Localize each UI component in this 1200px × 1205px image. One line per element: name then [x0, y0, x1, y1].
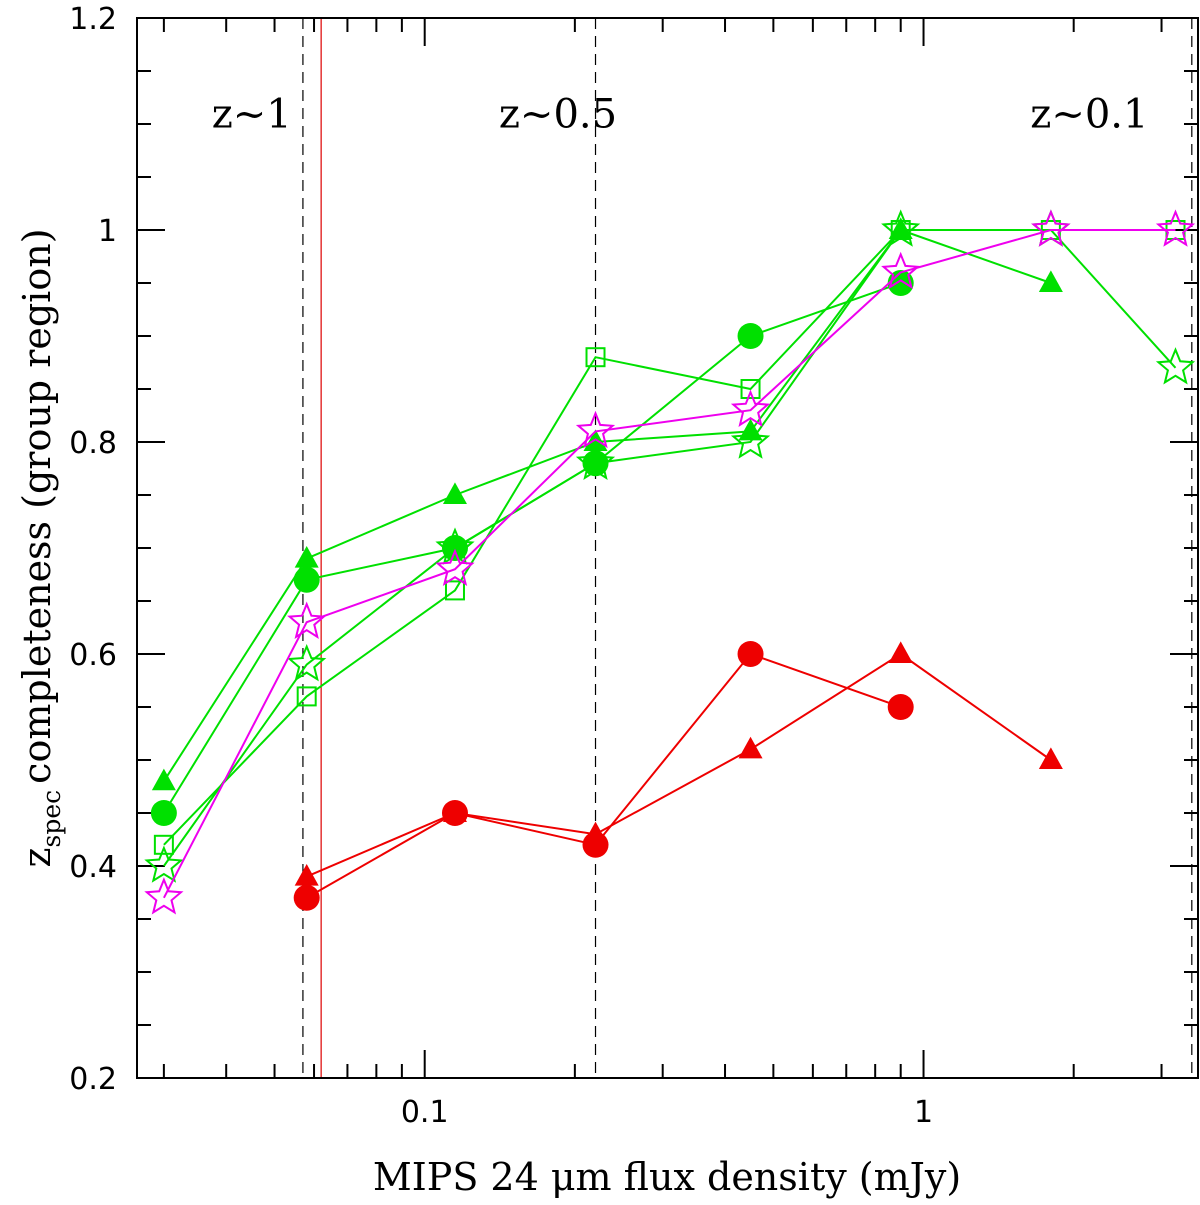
data-point-star	[730, 389, 771, 427]
data-point-star	[575, 442, 616, 480]
svg-text:zspeccompleteness (group regio: zspec completeness (group region)	[15, 228, 66, 867]
series-4	[144, 209, 1196, 915]
data-point-triangle	[442, 482, 467, 504]
data-point-circle	[737, 323, 764, 349]
data-point-triangle	[1038, 747, 1063, 769]
series-line	[306, 652, 902, 899]
series-3	[144, 209, 1196, 883]
y-axis-title-sub: spec	[37, 790, 66, 848]
y-tick-label: 0.4	[69, 850, 117, 885]
data-point-star	[1155, 209, 1196, 247]
series-0	[150, 270, 914, 826]
data-point-triangle	[442, 800, 467, 822]
data-point-triangle	[151, 768, 176, 791]
plot-frame	[136, 17, 1199, 1079]
data-point-circle	[737, 641, 764, 667]
data-point-triangle	[1038, 270, 1063, 292]
data-point-star	[1031, 209, 1071, 247]
data-point-square	[444, 580, 465, 601]
annotations: z~1 z~0.5 z~0.1	[212, 91, 1149, 137]
data-point-circle	[150, 800, 177, 826]
data-point-square	[153, 834, 174, 855]
redshift-annotation: z~1	[212, 91, 292, 137]
series-line	[163, 282, 902, 814]
data-point-circle	[293, 884, 320, 911]
redshift-annotation: z~0.1	[1030, 91, 1148, 137]
data-point-square	[740, 379, 761, 399]
y-axis-title: zspec completeness (group region)	[15, 228, 66, 867]
data-point-star	[575, 410, 616, 449]
data-point-square	[585, 347, 606, 368]
data-point-star	[287, 643, 327, 682]
y-axis-title-z: z	[15, 847, 59, 867]
y-axis-title-main: completeness (group region)	[15, 228, 59, 783]
data-point-triangle	[294, 864, 319, 886]
series-5	[293, 641, 914, 911]
axis-ticks	[137, 17, 1198, 1079]
y-tick-label: 0.2	[69, 1062, 117, 1097]
data-point-star	[144, 877, 184, 915]
x-tick-label: 0.1	[401, 1095, 449, 1130]
y-tick-label: 0.6	[69, 638, 117, 673]
y-tick-label: 1.2	[69, 2, 117, 37]
series-line	[163, 229, 1176, 899]
x-tick-label: 1	[914, 1095, 933, 1130]
data-point-star	[1155, 347, 1196, 385]
data-point-star	[144, 845, 184, 883]
x-axis-title: MIPS 24 μm flux density (mJy)	[373, 1155, 961, 1199]
y-tick-label: 0.8	[69, 426, 117, 461]
data-point-circle	[887, 694, 914, 720]
data-point-circle	[293, 566, 320, 593]
data-point-star	[881, 209, 921, 247]
data-point-star	[730, 421, 771, 459]
series-2	[153, 220, 1186, 855]
data-point-star	[881, 251, 921, 290]
series-line	[306, 652, 1052, 878]
data-point-circle	[887, 270, 914, 296]
data-point-triangle	[888, 641, 913, 663]
reference-lines	[302, 18, 1193, 1078]
data-point-triangle	[294, 546, 319, 568]
data-point-square	[296, 686, 317, 707]
data-point-triangle	[583, 821, 608, 844]
data-point-star	[287, 601, 327, 639]
data-point-star	[435, 527, 475, 565]
tick-labels: 0.1 1 0.2 0.4 0.6 0.8 1 1.2	[69, 2, 933, 1130]
redshift-annotation: z~0.5	[499, 91, 617, 137]
data-series	[144, 209, 1196, 915]
series-1	[151, 217, 1063, 791]
series-6	[294, 641, 1063, 886]
data-point-triangle	[738, 736, 763, 759]
y-tick-label: 1	[98, 214, 117, 249]
data-point-triangle	[888, 217, 913, 239]
data-point-star	[435, 548, 475, 586]
series-line	[163, 229, 1177, 867]
